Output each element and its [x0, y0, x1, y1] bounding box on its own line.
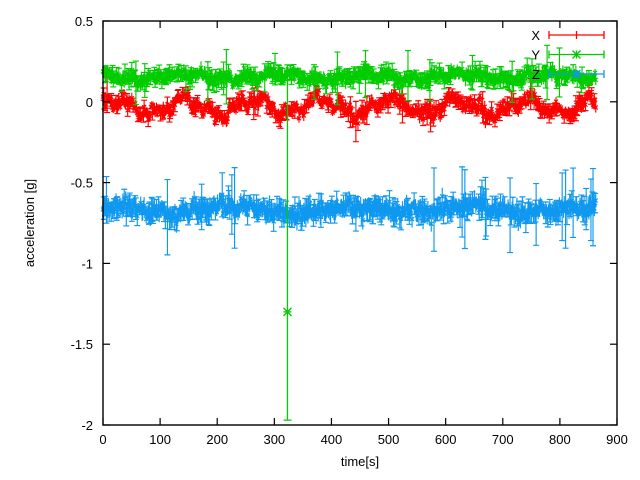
legend-label-Y: Y [531, 48, 540, 63]
plot-border [102, 20, 618, 426]
legend-sample-Y [548, 50, 605, 59]
x-tick-label: 900 [606, 432, 628, 447]
series-Y [100, 44, 599, 421]
outlier-point [283, 69, 292, 421]
y-tick-label: -0.5 [71, 176, 93, 191]
y-tick-label: -1.5 [71, 337, 93, 352]
y-tick-label: -1 [81, 256, 93, 271]
legend-sample-X [548, 31, 605, 39]
y-tick-label: 0.5 [75, 14, 93, 29]
x-tick-label: 100 [149, 432, 171, 447]
x-tick-label: 300 [263, 432, 285, 447]
y-tick-label: -2 [81, 418, 93, 433]
x-axis-tick-labels: 0 100 200 300 400 500 600 700 800 900 [99, 432, 627, 447]
x-tick-label: 600 [435, 432, 457, 447]
y-axis-tick-labels: 0.5 0 -0.5 -1 -1.5 -2 [71, 14, 93, 433]
data-series-layer [100, 44, 599, 421]
legend: XYZ [531, 28, 605, 82]
plot-frame [102, 20, 618, 426]
x-tick-label: 800 [549, 432, 571, 447]
x-tick-label: 200 [206, 432, 228, 447]
legend-label-X: X [531, 28, 540, 43]
y-axis-title: acceleration [g] [22, 179, 37, 267]
x-tick-label: 0 [99, 432, 106, 447]
legend-sample-Z [548, 69, 605, 79]
x-axis-title: time[s] [341, 454, 379, 469]
y-tick-label: 0 [86, 95, 93, 110]
x-tick-label: 400 [321, 432, 343, 447]
x-tick-label: 500 [378, 432, 400, 447]
x-tick-label: 700 [492, 432, 514, 447]
legend-label-Z: Z [532, 67, 540, 82]
